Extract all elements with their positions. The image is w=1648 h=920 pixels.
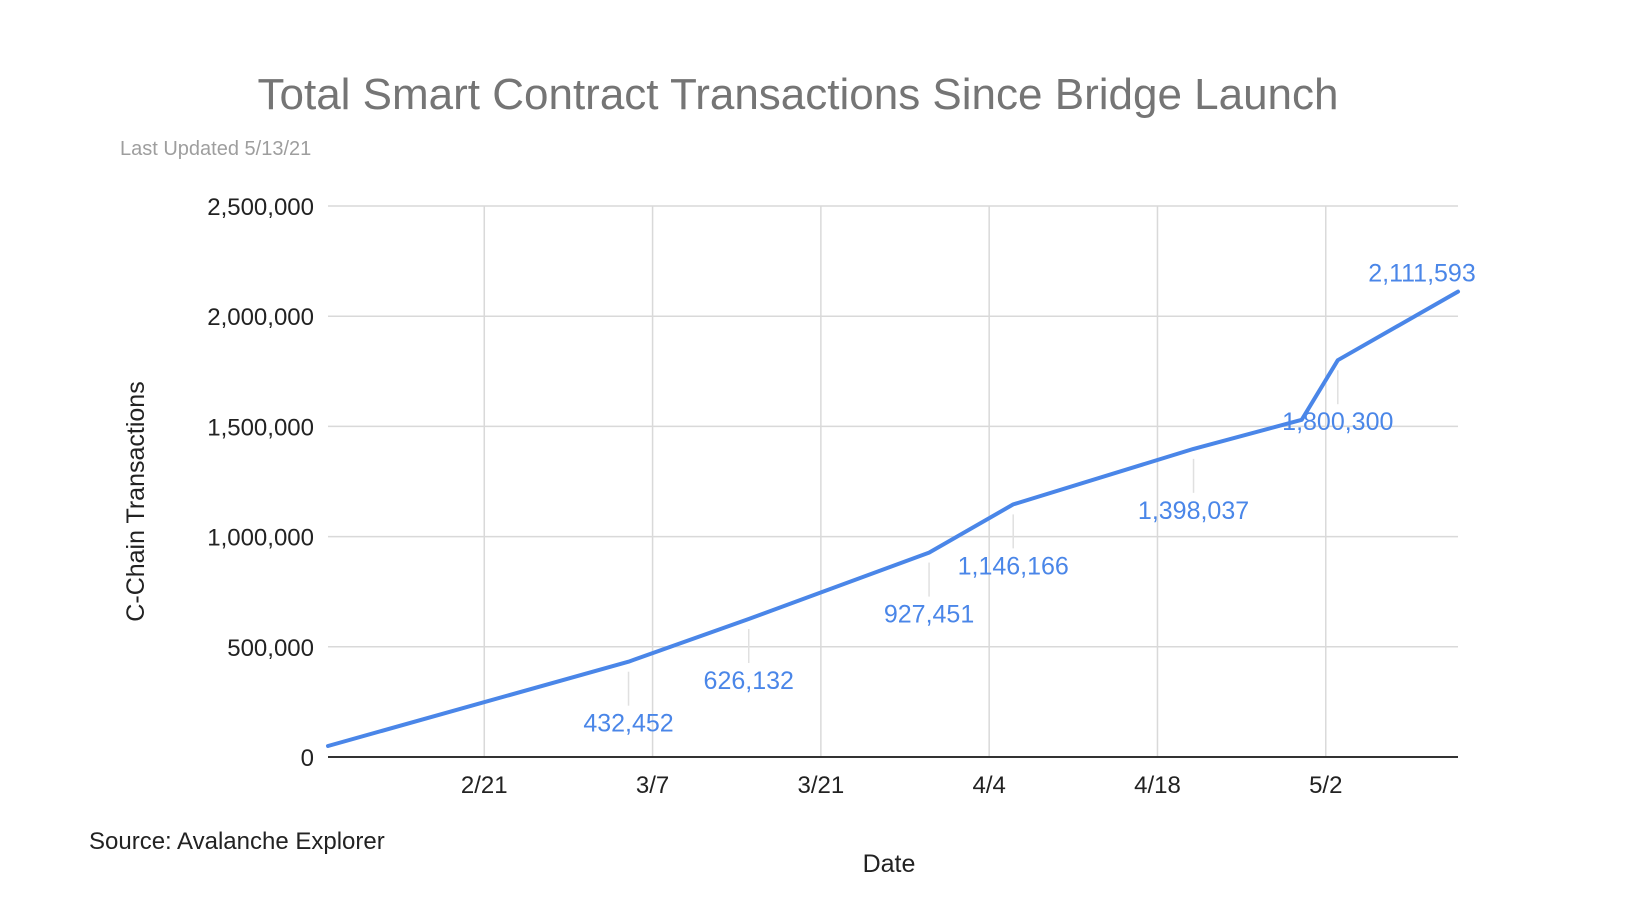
x-tick-label: 4/18 [1134,772,1181,799]
data-label: 2,111,593 [1368,260,1476,288]
y-tick-label: 0 [301,745,314,772]
x-tick-label: 2/21 [461,772,508,799]
data-label: 1,146,166 [958,552,1069,580]
x-tick-label: 5/2 [1309,772,1342,799]
grid-lines [328,205,1458,758]
data-label: 1,398,037 [1138,497,1249,525]
data-label: 432,452 [583,710,673,738]
y-axis-label: C-Chain Transactions [122,381,150,621]
x-tick-label: 4/4 [972,772,1005,799]
x-tick-label: 3/21 [798,772,845,799]
x-axis-label: Date [863,850,916,878]
y-tick-label: 500,000 [227,635,314,662]
y-tick-label: 1,500,000 [207,414,314,441]
x-tick-label: 3/7 [636,772,669,799]
series-line-path [326,289,1460,748]
data-label: 626,132 [704,667,794,695]
series-line [326,289,1460,748]
data-label: 927,451 [884,601,974,629]
y-tick-label: 1,000,000 [207,525,314,552]
chart-subtitle: Last Updated 5/13/21 [120,138,312,160]
y-tick-label: 2,000,000 [207,304,314,331]
chart-source: Source: Avalanche Explorer [89,828,385,855]
y-axis-ticks: 0 500,000 1,000,000 1,500,000 2,000,000 2,500… [207,194,314,772]
data-labels: 432,452 626,132 927,451 1,146,166 1,398,037 1… [583,260,1475,738]
x-axis-ticks: 2/21 3/7 3/21 4/4 4/18 5/2 [461,772,1343,799]
data-label: 1,800,300 [1282,408,1393,436]
y-tick-label: 2,500,000 [207,194,314,221]
chart-title: Total Smart Contract Transactions Since … [257,70,1339,119]
